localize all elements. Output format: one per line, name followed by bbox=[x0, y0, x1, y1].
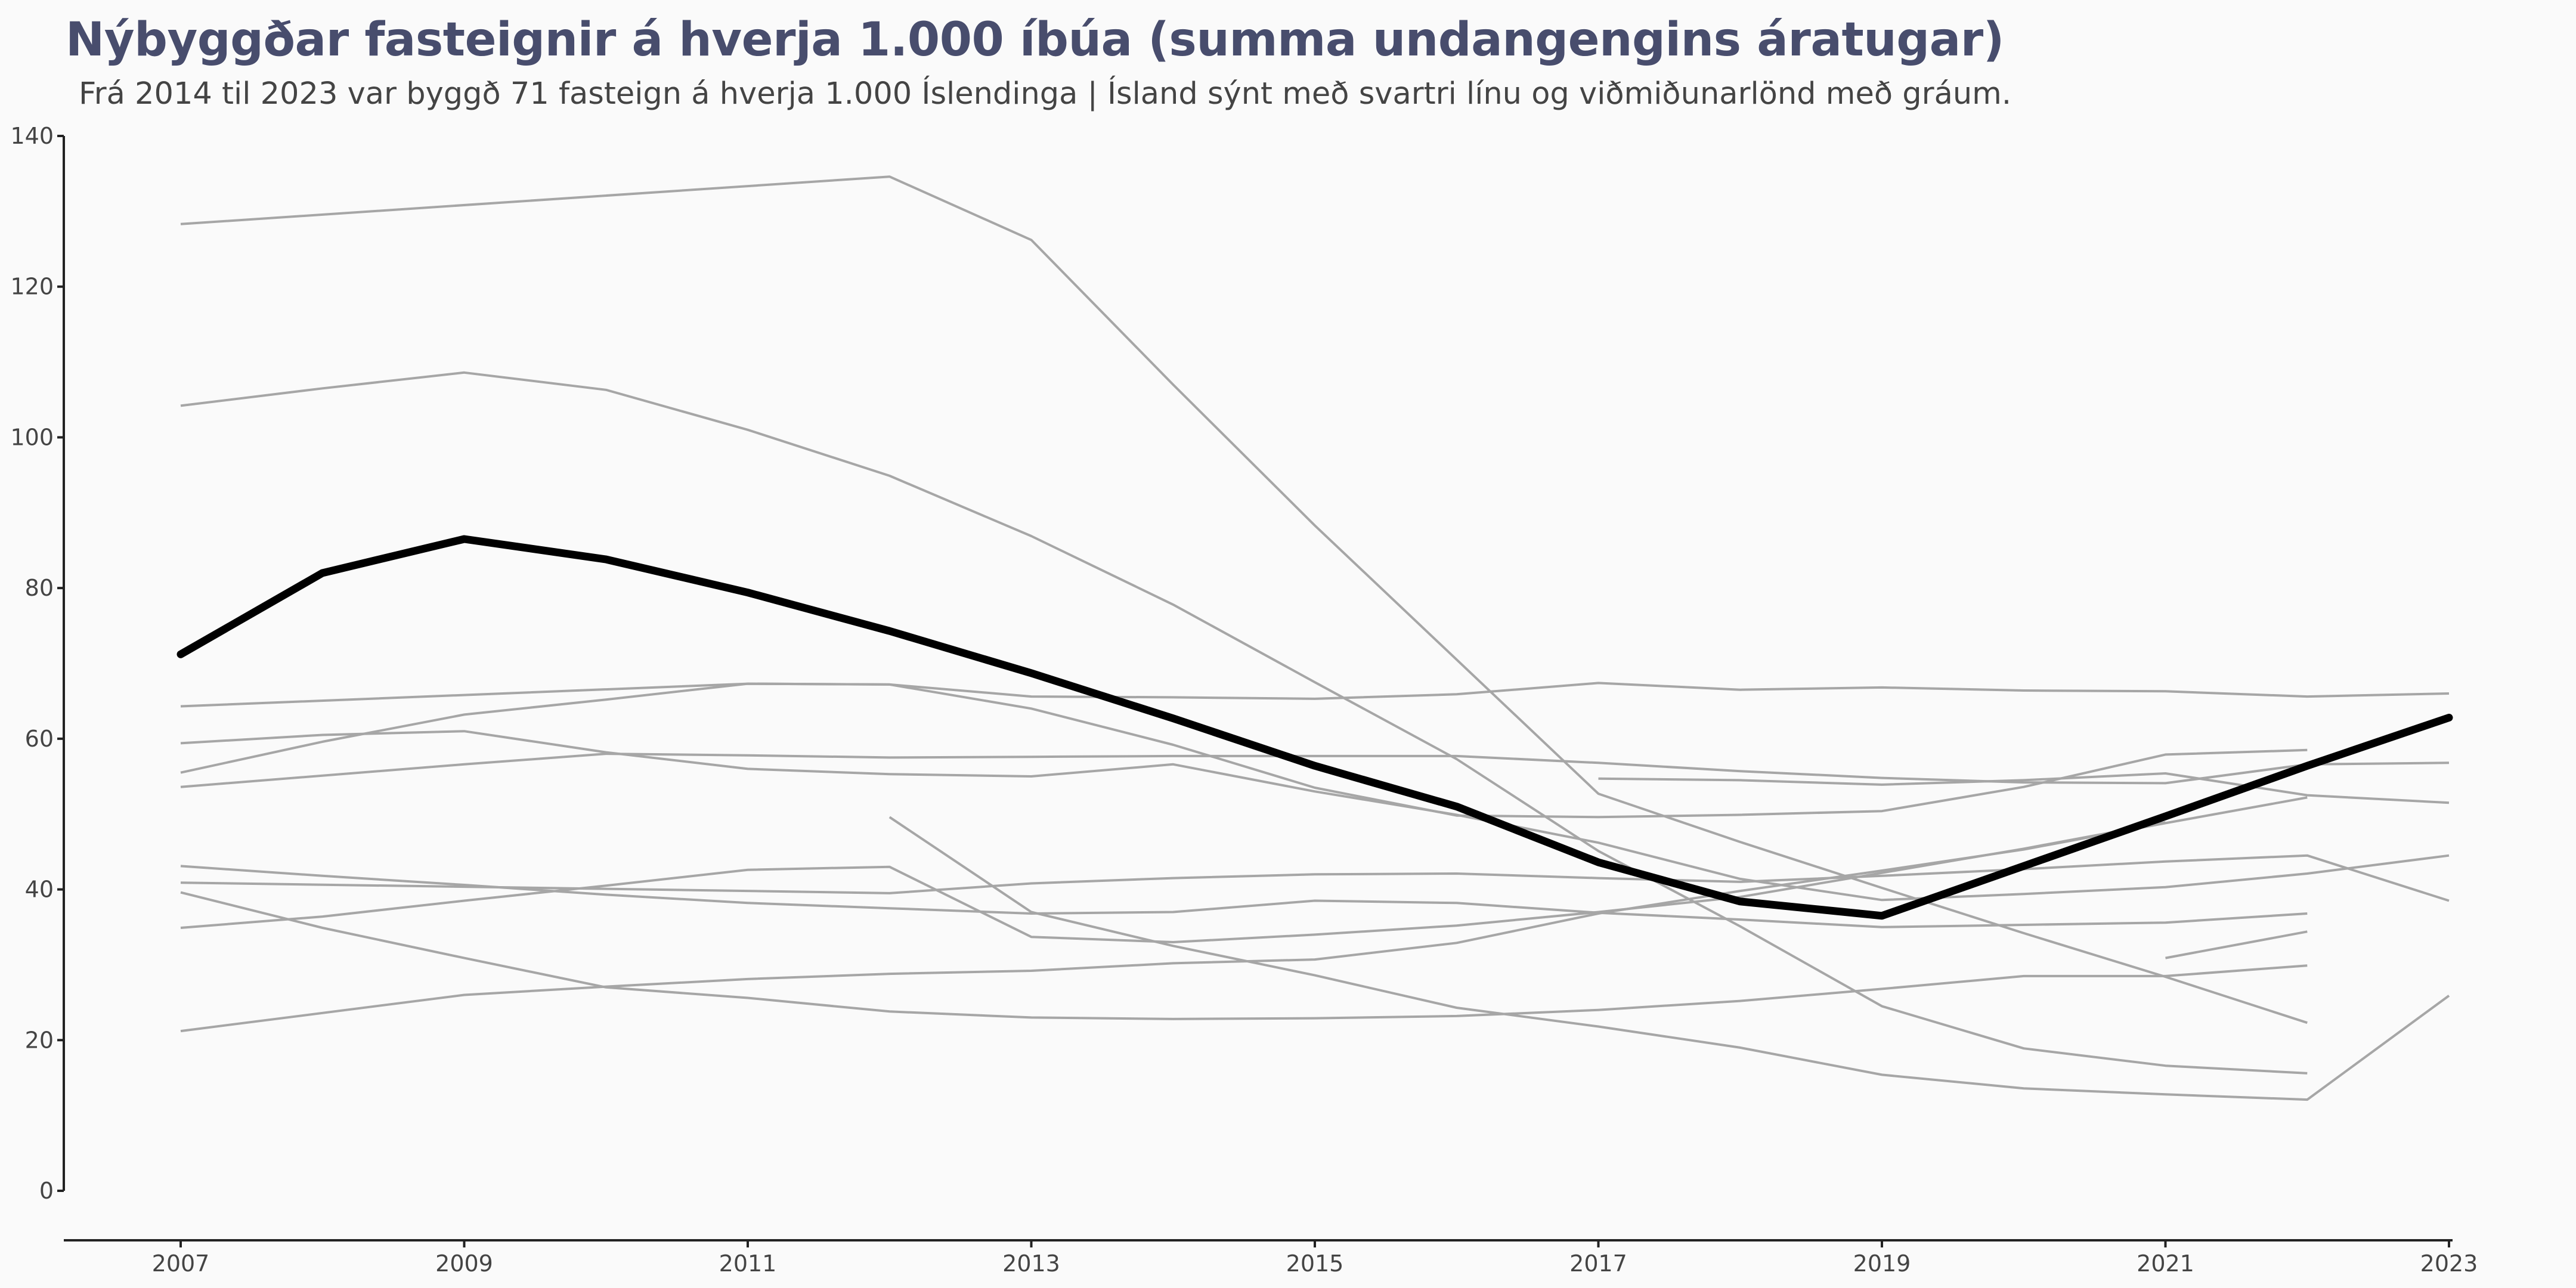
x-tick-label: 2007 bbox=[152, 1250, 210, 1277]
comparison-country-line-4 bbox=[180, 682, 2308, 819]
x-tick-label: 2013 bbox=[1002, 1250, 1060, 1277]
x-tick-label: 2011 bbox=[719, 1250, 777, 1277]
y-tick-label: 0 bbox=[39, 1178, 54, 1204]
y-tick-label: 60 bbox=[25, 726, 54, 752]
comparison-country-line-8 bbox=[180, 865, 2308, 928]
comparison-series-group bbox=[180, 175, 2450, 1101]
comparison-country-line-10 bbox=[180, 821, 2166, 943]
comparison-country-line-12 bbox=[180, 891, 2308, 1020]
comparison-country-line-5 bbox=[180, 730, 2450, 902]
y-tick-label: 140 bbox=[10, 123, 54, 149]
comparison-country-line-2 bbox=[180, 371, 2308, 1075]
iceland-line bbox=[177, 535, 2453, 920]
x-tick-label: 2023 bbox=[2420, 1250, 2478, 1277]
x-tick-label: 2019 bbox=[1853, 1250, 1911, 1277]
y-tick-label: 20 bbox=[25, 1027, 54, 1053]
y-tick-label: 80 bbox=[25, 575, 54, 601]
x-tick-label: 2009 bbox=[435, 1250, 493, 1277]
y-tick-label: 120 bbox=[10, 274, 54, 300]
comparison-country-line-13 bbox=[180, 796, 2308, 1033]
chart-subtitle: Frá 2014 til 2023 var byggð 71 fasteign … bbox=[79, 76, 2012, 112]
comparison-country-line-7 bbox=[1598, 772, 2450, 804]
x-tick-label: 2015 bbox=[1286, 1250, 1344, 1277]
comparison-country-line-3 bbox=[180, 682, 2450, 708]
y-tick-label: 100 bbox=[10, 424, 54, 450]
chart-title: Nýbyggðar fasteignir á hverja 1.000 íbúa… bbox=[66, 13, 2004, 67]
comparison-country-line-6 bbox=[180, 753, 2450, 788]
axes: 0 20 40 60 80 100 120 140 2007 2009 2011 2013 2015 20… bbox=[10, 123, 2478, 1277]
y-tick-label: 40 bbox=[25, 877, 54, 903]
highlight-series-group bbox=[177, 535, 2453, 920]
x-tick-label: 2017 bbox=[1569, 1250, 1627, 1277]
comparison-country-line-9 bbox=[180, 854, 2450, 902]
comparison-country-line-1 bbox=[180, 175, 2308, 1024]
comparison-country-line-11 bbox=[888, 816, 2450, 1101]
comparison-country-line-14 bbox=[2165, 930, 2308, 959]
x-tick-label: 2021 bbox=[2137, 1250, 2194, 1277]
